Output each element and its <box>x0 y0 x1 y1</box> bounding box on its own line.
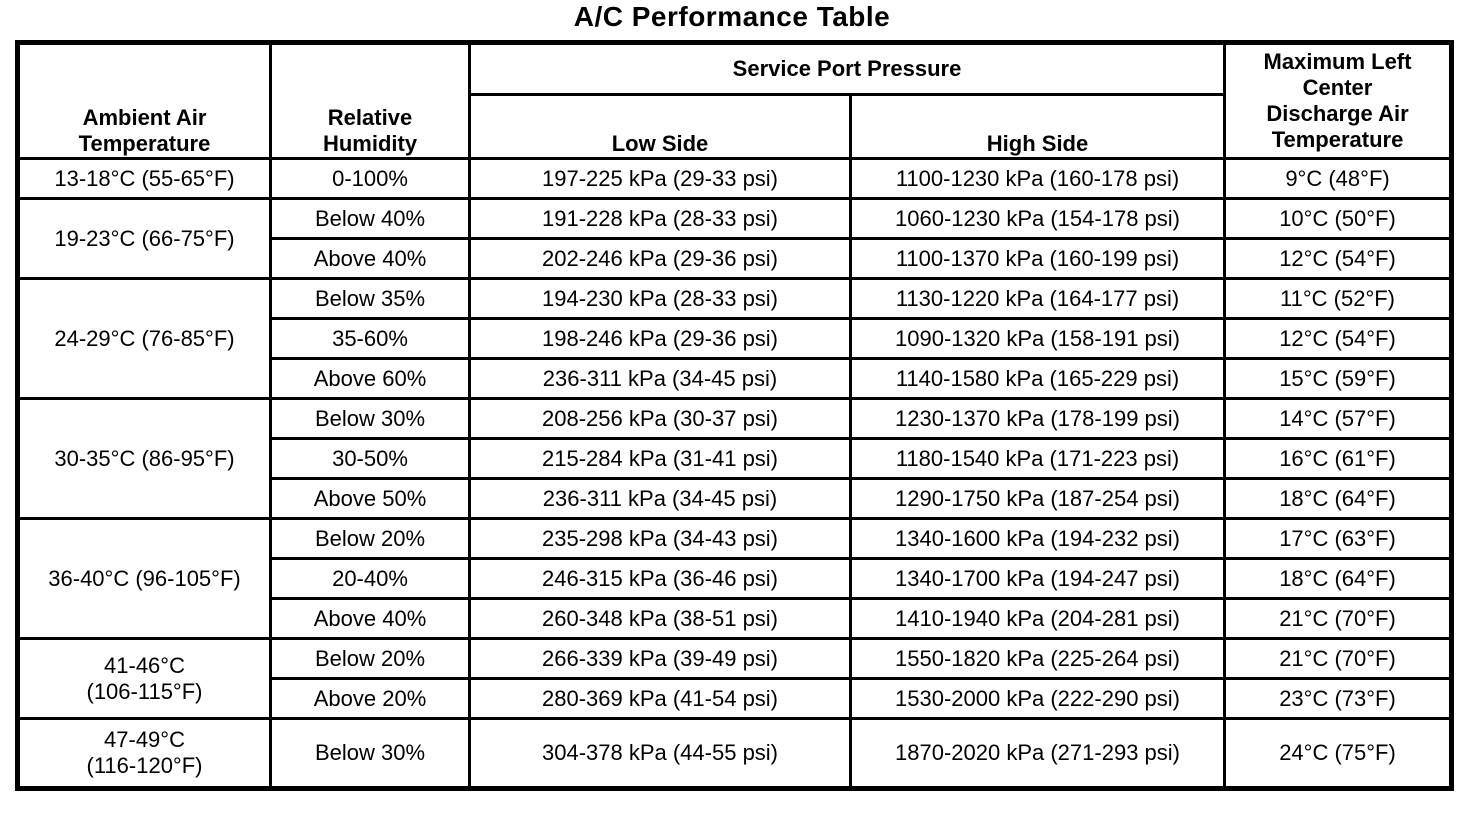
cell-discharge: 12°C (54°F) <box>1223 237 1454 280</box>
cell-high-side: 1090-1320 kPa (158-191 psi) <box>848 317 1227 360</box>
cell-discharge: 21°C (70°F) <box>1223 597 1454 640</box>
header-ambient-air-temperature: Ambient Air Temperature <box>16 41 272 160</box>
ac-performance-table: Ambient Air Temperature Relative Humidit… <box>15 40 1455 791</box>
cell-humidity: Below 40% <box>269 197 471 240</box>
cell-high-side: 1410-1940 kPa (204-281 psi) <box>848 597 1227 640</box>
cell-humidity: Below 20% <box>269 517 471 560</box>
cell-ambient: 36-40°C (96-105°F) <box>16 517 272 640</box>
cell-ambient: 24-29°C (76-85°F) <box>16 277 272 400</box>
table-row: 20-40% 246-315 kPa (36-46 psi) 1340-1700… <box>18 557 1454 600</box>
table-row: Above 60% 236-311 kPa (34-45 psi) 1140-1… <box>18 357 1454 400</box>
cell-high-side: 1130-1220 kPa (164-177 psi) <box>848 277 1227 320</box>
cell-humidity: Below 20% <box>269 637 471 680</box>
table-header-row: Ambient Air Temperature Relative Humidit… <box>16 41 1454 160</box>
cell-humidity: 20-40% <box>269 557 471 600</box>
cell-low-side: 236-311 kPa (34-45 psi) <box>468 477 852 520</box>
cell-low-side: 215-284 kPa (31-41 psi) <box>468 437 852 480</box>
cell-discharge: 10°C (50°F) <box>1223 197 1454 240</box>
page-title: A/C Performance Table <box>573 1 891 32</box>
cell-humidity: 30-50% <box>269 437 471 480</box>
cell-humidity: Below 30% <box>269 717 471 790</box>
cell-high-side: 1100-1230 kPa (160-178 psi) <box>848 157 1227 200</box>
table-row: 13-18°C (55-65°F) 0-100% 197-225 kPa (29… <box>16 157 1454 200</box>
table-row: 24-29°C (76-85°F) Below 35% 194-230 kPa … <box>16 277 1454 400</box>
cell-discharge: 23°C (73°F) <box>1223 677 1454 720</box>
cell-ambient: 19-23°C (66-75°F) <box>16 197 272 280</box>
cell-low-side: 235-298 kPa (34-43 psi) <box>468 517 852 560</box>
table-subheader-row: Low Side High Side <box>18 93 1452 160</box>
cell-discharge: 15°C (59°F) <box>1223 357 1454 400</box>
table-row: Above 20% 280-369 kPa (41-54 psi) 1530-2… <box>18 677 1454 720</box>
cell-high-side: 1100-1370 kPa (160-199 psi) <box>848 237 1227 280</box>
cell-low-side: 246-315 kPa (36-46 psi) <box>468 557 852 600</box>
cell-high-side: 1230-1370 kPa (178-199 psi) <box>848 397 1227 440</box>
cell-high-side: 1290-1750 kPa (187-254 psi) <box>848 477 1227 520</box>
cell-low-side: 266-339 kPa (39-49 psi) <box>468 637 852 680</box>
cell-low-side: 260-348 kPa (38-51 psi) <box>468 597 852 640</box>
cell-ambient: 47-49°C (116-120°F) <box>16 717 272 790</box>
header-max-left-center-discharge-air-temperature: Maximum Left Center Discharge Air Temper… <box>1223 41 1454 160</box>
table-row: 36-40°C (96-105°F) Below 20% 235-298 kPa… <box>16 517 1454 640</box>
cell-ambient: 41-46°C (106-115°F) <box>16 637 272 720</box>
cell-low-side: 197-225 kPa (29-33 psi) <box>468 157 852 200</box>
table-row: Above 50% 236-311 kPa (34-45 psi) 1290-1… <box>18 477 1454 520</box>
header-high-side: High Side <box>848 93 1227 160</box>
cell-discharge: 14°C (57°F) <box>1223 397 1454 440</box>
cell-humidity: Above 40% <box>269 597 471 640</box>
cell-ambient: 13-18°C (55-65°F) <box>16 157 272 200</box>
cell-low-side: 304-378 kPa (44-55 psi) <box>468 717 852 790</box>
cell-humidity: Above 40% <box>269 237 471 280</box>
cell-humidity: Below 30% <box>269 397 471 440</box>
header-relative-humidity: Relative Humidity <box>269 41 471 160</box>
cell-low-side: 191-228 kPa (28-33 psi) <box>468 197 852 240</box>
cell-high-side: 1340-1600 kPa (194-232 psi) <box>848 517 1227 560</box>
table-row: 35-60% 198-246 kPa (29-36 psi) 1090-1320… <box>18 317 1454 360</box>
cell-humidity: Above 50% <box>269 477 471 520</box>
cell-high-side: 1870-2020 kPa (271-293 psi) <box>848 717 1227 790</box>
cell-high-side: 1550-1820 kPa (225-264 psi) <box>848 637 1227 680</box>
cell-humidity: 35-60% <box>269 317 471 360</box>
cell-high-side: 1340-1700 kPa (194-247 psi) <box>848 557 1227 600</box>
cell-low-side: 208-256 kPa (30-37 psi) <box>468 397 852 440</box>
table-row: 41-46°C (106-115°F) Below 20% 266-339 kP… <box>16 637 1454 720</box>
table-row: 30-35°C (86-95°F) Below 30% 208-256 kPa … <box>16 397 1454 520</box>
table-row: Above 40% 260-348 kPa (38-51 psi) 1410-1… <box>18 597 1454 640</box>
table-row: Above 40% 202-246 kPa (29-36 psi) 1100-1… <box>18 237 1454 280</box>
cell-discharge: 16°C (61°F) <box>1223 437 1454 480</box>
table-row: 19-23°C (66-75°F) Below 40% 191-228 kPa … <box>16 197 1454 280</box>
cell-low-side: 202-246 kPa (29-36 psi) <box>468 237 852 280</box>
cell-high-side: 1140-1580 kPa (165-229 psi) <box>848 357 1227 400</box>
cell-discharge: 18°C (64°F) <box>1223 477 1454 520</box>
cell-discharge: 18°C (64°F) <box>1223 557 1454 600</box>
cell-low-side: 280-369 kPa (41-54 psi) <box>468 677 852 720</box>
cell-high-side: 1530-2000 kPa (222-290 psi) <box>848 677 1227 720</box>
cell-low-side: 194-230 kPa (28-33 psi) <box>468 277 852 320</box>
cell-humidity: Below 35% <box>269 277 471 320</box>
cell-humidity: Above 60% <box>269 357 471 400</box>
table-row: 30-50% 215-284 kPa (31-41 psi) 1180-1540… <box>18 437 1454 480</box>
cell-discharge: 11°C (52°F) <box>1223 277 1454 320</box>
cell-humidity: Above 20% <box>269 677 471 720</box>
cell-ambient: 30-35°C (86-95°F) <box>16 397 272 520</box>
cell-humidity: 0-100% <box>269 157 471 200</box>
cell-discharge: 12°C (54°F) <box>1223 317 1454 360</box>
cell-discharge: 17°C (63°F) <box>1223 517 1454 560</box>
cell-low-side: 236-311 kPa (34-45 psi) <box>468 357 852 400</box>
cell-high-side: 1060-1230 kPa (154-178 psi) <box>848 197 1227 240</box>
cell-discharge: 9°C (48°F) <box>1223 157 1454 200</box>
table-row: 47-49°C (116-120°F) Below 30% 304-378 kP… <box>16 717 1454 790</box>
header-service-port-pressure: Service Port Pressure <box>467 41 1227 96</box>
cell-low-side: 198-246 kPa (29-36 psi) <box>468 317 852 360</box>
header-low-side: Low Side <box>468 93 852 160</box>
cell-discharge: 21°C (70°F) <box>1223 637 1454 680</box>
cell-discharge: 24°C (75°F) <box>1223 717 1454 790</box>
cell-high-side: 1180-1540 kPa (171-223 psi) <box>848 437 1227 480</box>
